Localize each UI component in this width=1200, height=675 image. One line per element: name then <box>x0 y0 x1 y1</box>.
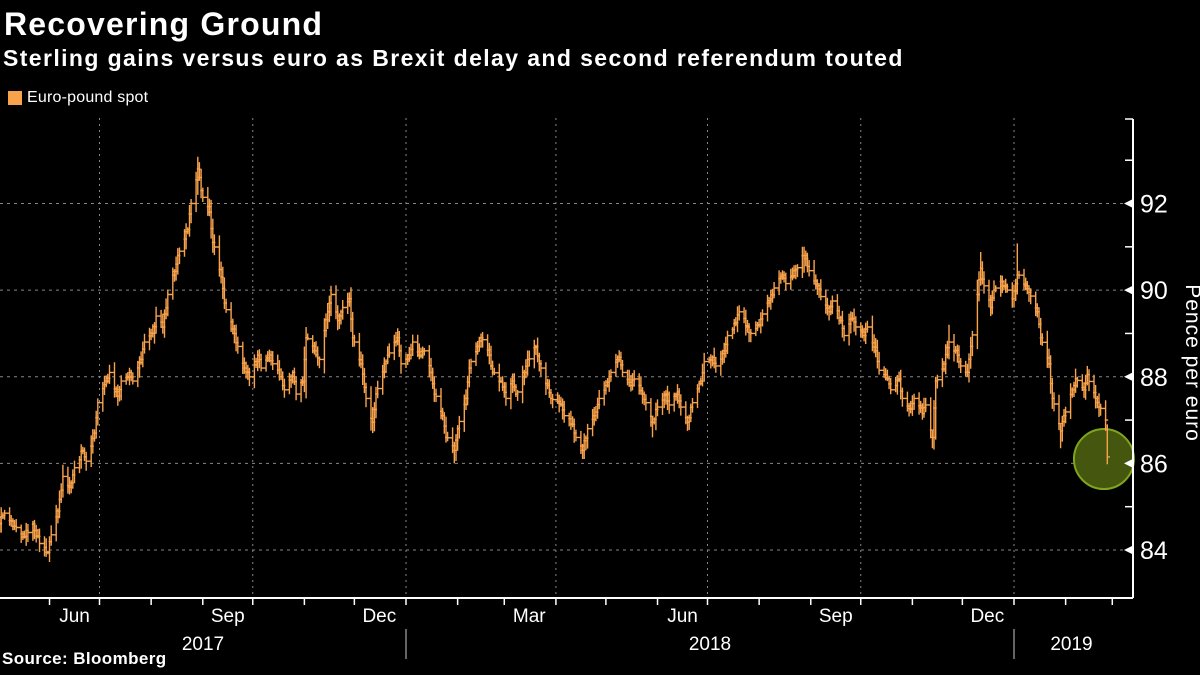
axes <box>0 118 1134 599</box>
y-tick-label: 86 <box>1140 450 1168 478</box>
y-tick-label: 88 <box>1140 364 1168 392</box>
y-tick-label: 90 <box>1140 277 1168 305</box>
gridlines <box>0 118 1133 598</box>
x-month-label: Dec <box>362 606 396 627</box>
legend-label: Euro-pound spot <box>27 89 149 106</box>
y-tick-label: 84 <box>1140 537 1168 565</box>
x-month-label: Jun <box>667 606 698 627</box>
y-tick-label: 92 <box>1140 191 1168 219</box>
legend-swatch-icon <box>8 91 22 105</box>
page-title: Recovering Ground <box>4 6 324 42</box>
x-month-label: Jun <box>59 606 90 627</box>
y-axis <box>1124 159 1133 555</box>
y-axis-title: Pence per euro <box>1181 284 1200 442</box>
legend: Euro-pound spot <box>8 89 148 107</box>
source-credit: Source: Bloomberg <box>2 649 167 668</box>
x-month-label: Mar <box>513 606 546 627</box>
x-year-label: 2019 <box>1050 634 1092 655</box>
x-month-label: Sep <box>211 606 245 627</box>
x-month-label: Sep <box>819 606 853 627</box>
ohlc-bars <box>0 156 1110 562</box>
x-year-label: 2018 <box>689 634 731 655</box>
highlight-circle <box>1072 428 1135 491</box>
x-month-label: Dec <box>970 606 1004 627</box>
chart-subtitle: Sterling gains versus euro as Brexit del… <box>3 45 904 71</box>
x-year-label: 2017 <box>182 634 224 655</box>
x-axis <box>48 598 1114 659</box>
